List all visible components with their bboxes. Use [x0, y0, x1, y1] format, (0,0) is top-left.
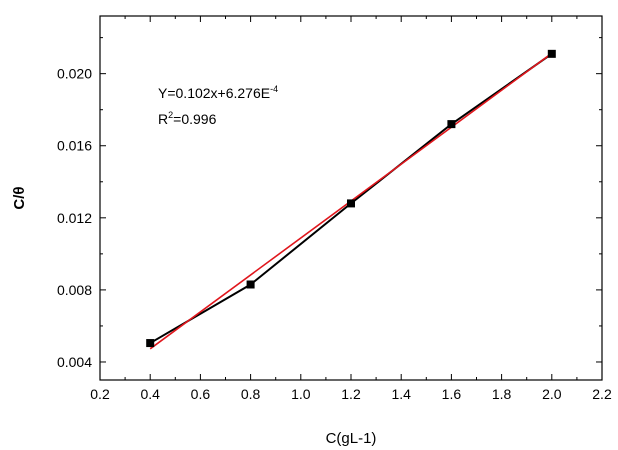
x-tick-label: 2.0 — [542, 386, 562, 402]
x-tick-label: 1.8 — [492, 386, 512, 402]
fit-equation-annotation: Y=0.102x+6.276E-4 — [158, 84, 278, 101]
data-point-marker — [547, 49, 556, 58]
y-tick-label: 0.004 — [57, 354, 92, 370]
data-point-marker — [246, 280, 255, 289]
y-tick-label: 0.016 — [57, 138, 92, 154]
x-tick-label: 0.6 — [191, 386, 211, 402]
x-axis-ticks: 0.2 0.4 0.6 0.8 1.0 1.2 1.4 1.6 1.8 2.0 2.2 — [90, 16, 612, 402]
x-tick-label: 0.4 — [140, 386, 160, 402]
x-tick-label: 0.8 — [241, 386, 261, 402]
series-layer — [146, 49, 556, 350]
x-axis-title: C(gL-1) — [326, 430, 377, 447]
x-tick-label: 1.2 — [341, 386, 361, 402]
r-squared-annotation: R2=0.996 — [158, 110, 217, 127]
x-tick-label: 0.2 — [90, 386, 110, 402]
x-tick-label: 1.4 — [391, 386, 411, 402]
data-point-marker — [146, 339, 155, 348]
data-point-marker — [447, 120, 456, 129]
y-tick-label: 0.008 — [57, 282, 92, 298]
x-tick-label: 1.6 — [442, 386, 462, 402]
y-tick-label: 0.020 — [57, 66, 92, 82]
data-point-marker — [347, 199, 355, 208]
x-tick-label: 2.2 — [592, 386, 612, 402]
y-tick-label: 0.012 — [57, 210, 92, 226]
y-axis-ticks: 0.004 0.008 0.012 0.016 0.020 — [57, 37, 602, 370]
y-axis-title: C/θ — [11, 186, 28, 209]
x-tick-label: 1.0 — [291, 386, 311, 402]
